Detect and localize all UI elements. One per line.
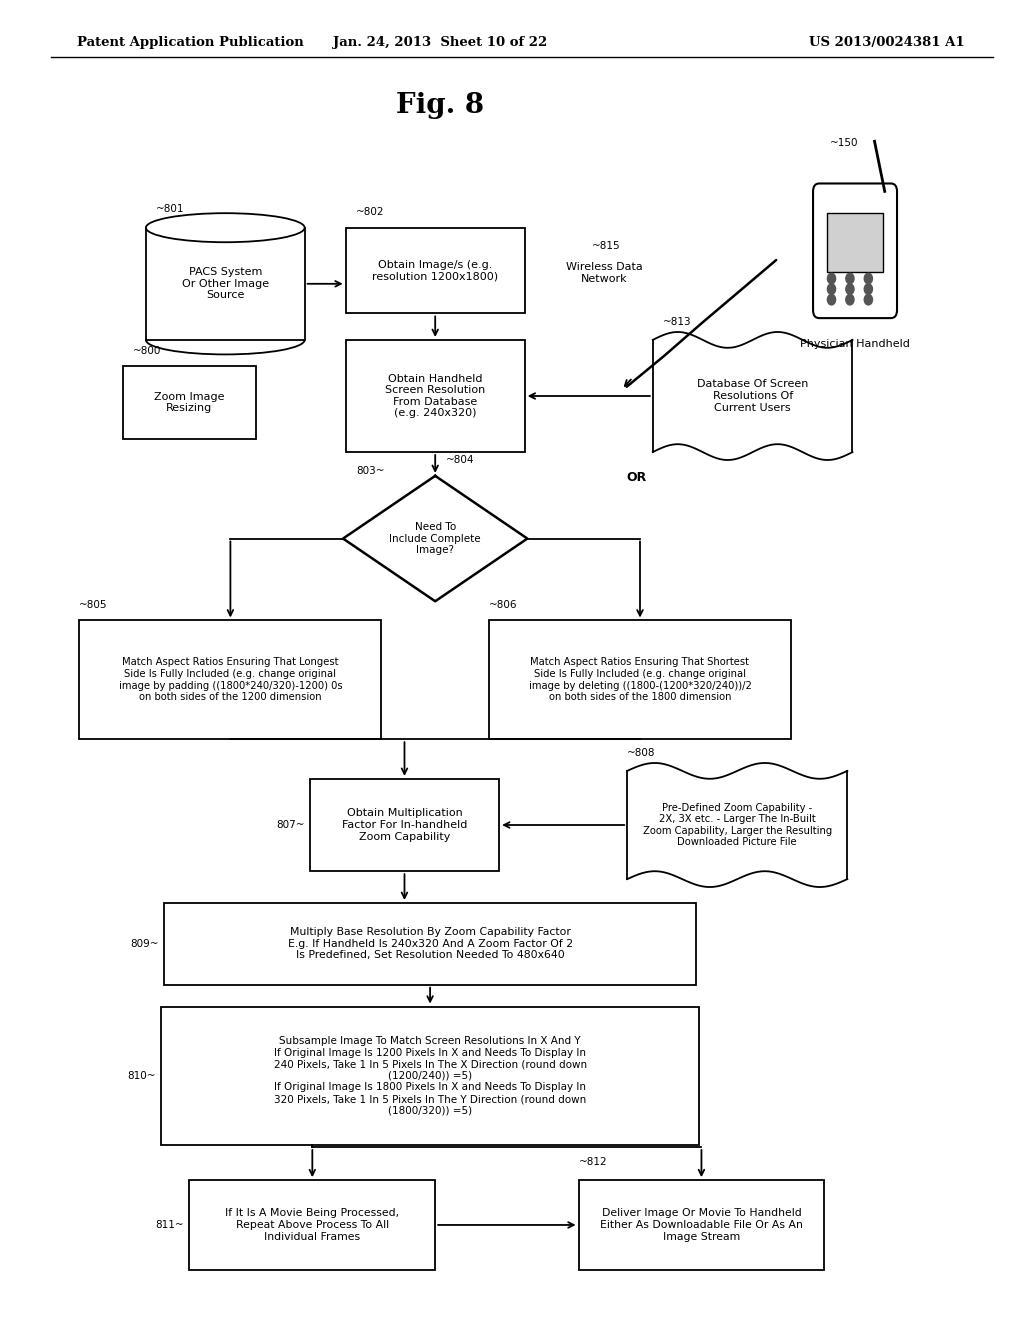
Circle shape — [846, 284, 854, 294]
Polygon shape — [343, 477, 527, 602]
Circle shape — [864, 273, 872, 284]
FancyBboxPatch shape — [653, 341, 852, 451]
Text: PACS System
Or Other Image
Source: PACS System Or Other Image Source — [181, 267, 269, 301]
Text: Fig. 8: Fig. 8 — [396, 92, 484, 119]
Text: Pre-Defined Zoom Capability -
2X, 3X etc. - Larger The In-Built
Zoom Capability,: Pre-Defined Zoom Capability - 2X, 3X etc… — [643, 803, 831, 847]
FancyBboxPatch shape — [489, 620, 791, 739]
FancyBboxPatch shape — [309, 779, 500, 871]
Text: Jan. 24, 2013  Sheet 10 of 22: Jan. 24, 2013 Sheet 10 of 22 — [333, 36, 548, 49]
Text: Match Aspect Ratios Ensuring That Shortest
Side Is Fully Included (e.g. change o: Match Aspect Ratios Ensuring That Shorte… — [528, 657, 752, 702]
Text: ~800: ~800 — [133, 346, 162, 356]
Text: ~805: ~805 — [80, 599, 108, 610]
Circle shape — [827, 284, 836, 294]
Text: ~804: ~804 — [445, 455, 474, 466]
Text: ~808: ~808 — [627, 747, 655, 758]
Text: Database Of Screen
Resolutions Of
Current Users: Database Of Screen Resolutions Of Curren… — [697, 379, 808, 413]
Circle shape — [864, 294, 872, 305]
Text: Obtain Multiplication
Factor For In-handheld
Zoom Capability: Obtain Multiplication Factor For In-hand… — [342, 808, 467, 842]
FancyBboxPatch shape — [346, 227, 524, 313]
FancyBboxPatch shape — [161, 1006, 698, 1144]
FancyBboxPatch shape — [627, 771, 847, 879]
Text: 810~: 810~ — [128, 1071, 156, 1081]
FancyBboxPatch shape — [813, 183, 897, 318]
Text: ~806: ~806 — [489, 599, 517, 610]
FancyBboxPatch shape — [80, 620, 381, 739]
Text: OR: OR — [627, 471, 647, 484]
Circle shape — [846, 294, 854, 305]
FancyBboxPatch shape — [164, 903, 696, 985]
Text: ~801: ~801 — [157, 205, 184, 214]
Text: Match Aspect Ratios Ensuring That Longest
Side Is Fully Included (e.g. change or: Match Aspect Ratios Ensuring That Longes… — [119, 657, 342, 702]
Text: If It Is A Movie Being Processed,
Repeat Above Process To All
Individual Frames: If It Is A Movie Being Processed, Repeat… — [225, 1208, 399, 1242]
FancyBboxPatch shape — [579, 1180, 824, 1270]
FancyBboxPatch shape — [827, 213, 883, 272]
Text: 811~: 811~ — [156, 1220, 184, 1230]
Text: Wireless Data
Network: Wireless Data Network — [566, 263, 642, 284]
Text: Need To
Include Complete
Image?: Need To Include Complete Image? — [389, 521, 481, 556]
Circle shape — [827, 294, 836, 305]
Text: 803~: 803~ — [356, 466, 384, 477]
Text: Multiply Base Resolution By Zoom Capability Factor
E.g. If Handheld Is 240x320 A: Multiply Base Resolution By Zoom Capabil… — [288, 927, 572, 961]
Text: ~150: ~150 — [829, 137, 858, 148]
Text: US 2013/0024381 A1: US 2013/0024381 A1 — [809, 36, 965, 49]
Ellipse shape — [146, 214, 305, 243]
Text: 807~: 807~ — [276, 820, 305, 830]
Circle shape — [864, 284, 872, 294]
Text: Physician Handheld: Physician Handheld — [800, 339, 910, 350]
Text: Obtain Image/s (e.g.
resolution 1200x1800): Obtain Image/s (e.g. resolution 1200x180… — [372, 260, 499, 281]
FancyBboxPatch shape — [146, 227, 305, 339]
Text: Deliver Image Or Movie To Handheld
Either As Downloadable File Or As An
Image St: Deliver Image Or Movie To Handheld Eithe… — [600, 1208, 803, 1242]
Text: ~813: ~813 — [664, 317, 691, 327]
Text: ~812: ~812 — [579, 1156, 607, 1167]
Text: ~802: ~802 — [356, 207, 384, 216]
Text: Subsample Image To Match Screen Resolutions In X And Y
If Original Image Is 1200: Subsample Image To Match Screen Resoluti… — [273, 1036, 587, 1115]
FancyBboxPatch shape — [123, 366, 256, 438]
Text: Patent Application Publication: Patent Application Publication — [77, 36, 303, 49]
Text: Zoom Image
Resizing: Zoom Image Resizing — [155, 392, 224, 413]
Circle shape — [846, 273, 854, 284]
Text: ~815: ~815 — [592, 240, 621, 251]
FancyBboxPatch shape — [189, 1180, 435, 1270]
Circle shape — [827, 273, 836, 284]
Text: Obtain Handheld
Screen Resolution
From Database
(e.g. 240x320): Obtain Handheld Screen Resolution From D… — [385, 374, 485, 418]
FancyBboxPatch shape — [346, 341, 524, 451]
Text: 809~: 809~ — [130, 939, 159, 949]
